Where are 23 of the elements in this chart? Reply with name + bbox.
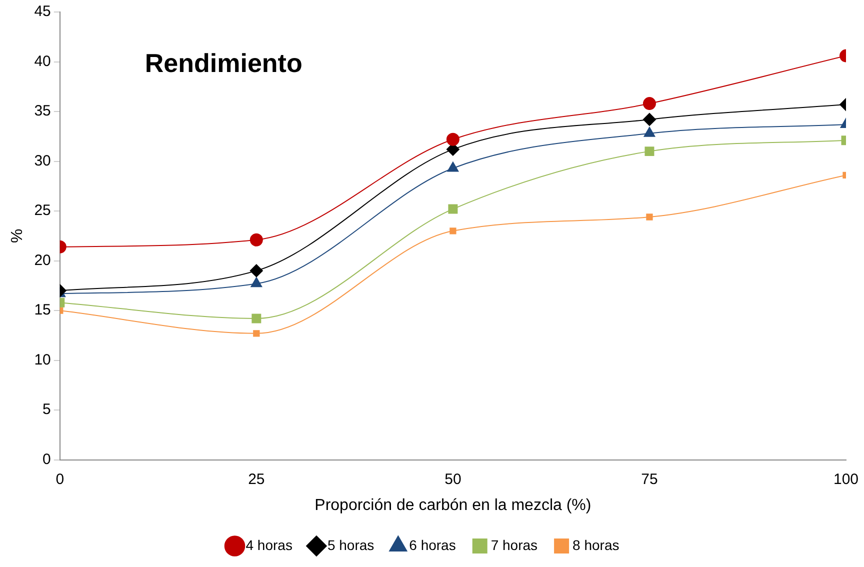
y-tick-label: 45	[34, 3, 51, 20]
y-tick-label: 15	[34, 302, 51, 319]
legend-label: 8 horas	[572, 536, 620, 553]
y-tick-label: 0	[42, 450, 51, 468]
legend-label: 6 horas	[409, 536, 456, 553]
legend-label: 5 horas	[327, 536, 374, 553]
x-tick-label: 100	[833, 470, 859, 488]
y-tick-label: 20	[34, 252, 51, 269]
y-tick-label: 25	[34, 202, 51, 220]
x-tick-label: 25	[248, 470, 265, 488]
legend-label: 4 horas	[246, 536, 292, 553]
x-tick-label: 50	[444, 470, 462, 488]
y-tick-label: 35	[34, 102, 51, 120]
text: Rendimiento	[144, 48, 302, 78]
y-axis-title: %	[9, 228, 26, 244]
y-tick-label: 40	[34, 52, 51, 70]
y-tick-label: 10	[34, 351, 51, 368]
x-tick-label: 0	[56, 470, 64, 488]
y-tick-label: 5	[42, 401, 51, 418]
x-axis-title: Proporción de carbón en la mezcla (%)	[314, 496, 592, 514]
y-tick-label: 30	[34, 152, 51, 170]
x-tick-label: 75	[641, 470, 658, 488]
legend-label: 7 horas	[490, 536, 538, 553]
